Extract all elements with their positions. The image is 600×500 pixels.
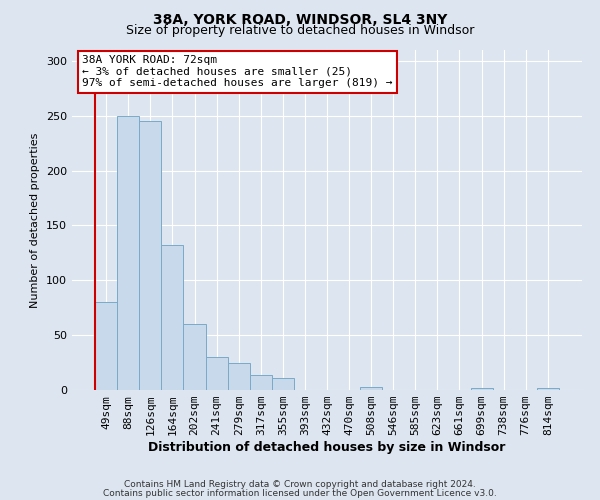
X-axis label: Distribution of detached houses by size in Windsor: Distribution of detached houses by size … xyxy=(148,441,506,454)
Text: Contains HM Land Registry data © Crown copyright and database right 2024.: Contains HM Land Registry data © Crown c… xyxy=(124,480,476,489)
Bar xyxy=(184,324,206,390)
Text: Contains public sector information licensed under the Open Government Licence v3: Contains public sector information licen… xyxy=(103,489,497,498)
Bar xyxy=(139,122,161,390)
Bar xyxy=(470,388,493,390)
Bar xyxy=(360,386,382,390)
Text: 38A YORK ROAD: 72sqm
← 3% of detached houses are smaller (25)
97% of semi-detach: 38A YORK ROAD: 72sqm ← 3% of detached ho… xyxy=(82,55,392,88)
Y-axis label: Number of detached properties: Number of detached properties xyxy=(31,132,40,308)
Bar xyxy=(206,357,227,390)
Bar xyxy=(117,116,139,390)
Text: Size of property relative to detached houses in Windsor: Size of property relative to detached ho… xyxy=(126,24,474,37)
Bar xyxy=(161,245,184,390)
Bar xyxy=(272,378,294,390)
Bar xyxy=(537,388,559,390)
Bar xyxy=(95,302,117,390)
Text: 38A, YORK ROAD, WINDSOR, SL4 3NY: 38A, YORK ROAD, WINDSOR, SL4 3NY xyxy=(153,12,447,26)
Bar xyxy=(250,374,272,390)
Bar xyxy=(227,362,250,390)
